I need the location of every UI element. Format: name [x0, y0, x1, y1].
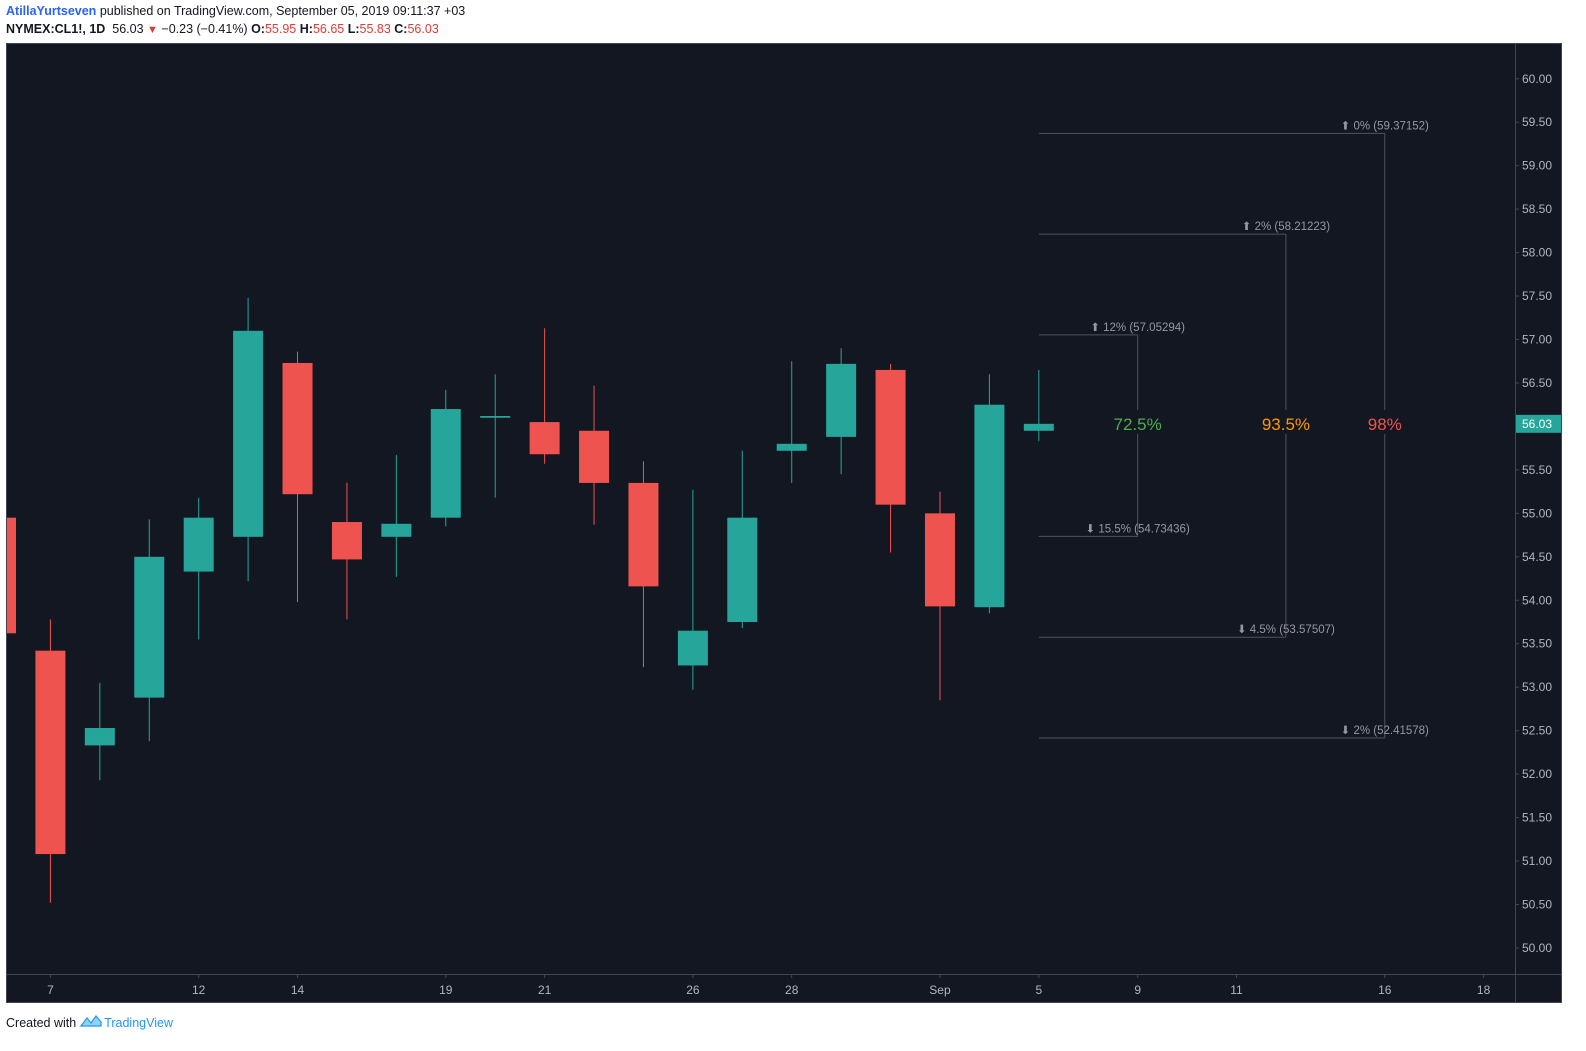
publish-text: published on TradingView.com, September …: [99, 4, 466, 18]
time-axis-label: 12: [192, 983, 206, 997]
tradingview-brand[interactable]: TradingView: [104, 1015, 173, 1030]
candle-body: [430, 409, 461, 518]
time-axis-label: 21: [538, 983, 552, 997]
candle-body: [84, 728, 115, 746]
price-axis-label: 51.00: [1522, 854, 1552, 868]
cone-upper-label: ⬆ 2% (58.21223): [1242, 220, 1330, 233]
price-axis-label: 54.00: [1522, 593, 1552, 607]
candle-body: [381, 523, 412, 537]
candle-body: [282, 362, 313, 495]
candle-body: [134, 556, 165, 698]
cone-lower-label: ⬇ 4.5% (53.57507): [1237, 624, 1335, 636]
candle-body: [183, 517, 214, 572]
candle-body: [7, 517, 16, 634]
price-axis-label: 50.00: [1522, 941, 1552, 955]
time-axis-label: 28: [785, 983, 799, 997]
author-link[interactable]: AtillaYurtseven: [6, 4, 97, 18]
candle-body: [1023, 423, 1054, 431]
time-axis-label: 26: [686, 983, 700, 997]
candle-body: [628, 482, 659, 587]
price-chart[interactable]: 50.00 50.50 51.00 51.50 52.00 52.50 53.00 53.50…: [7, 44, 1561, 1002]
price-axis-label: 55.50: [1522, 463, 1552, 477]
low-value: 55.83: [359, 22, 391, 36]
price-axis-label: 53.00: [1522, 680, 1552, 694]
price-axis-label: 57.00: [1522, 333, 1552, 347]
open-label: O:: [251, 22, 265, 36]
candle-body: [974, 404, 1005, 608]
cone-lower-label: ⬇ 2% (52.41578): [1341, 725, 1429, 737]
price-axis-label: 52.50: [1522, 724, 1552, 738]
open-value: 55.95: [264, 22, 297, 36]
ohlc-legend: NYMEX:CL1!, 1D 56.03 ▼ −0.23 (−0.41%) O:…: [6, 22, 439, 36]
last-price-badge: [1516, 414, 1561, 433]
price-axis-label: 58.50: [1522, 202, 1552, 216]
candle-body: [677, 630, 708, 666]
price-axis-label: 52.00: [1522, 767, 1552, 781]
chart-background: [7, 44, 1561, 1002]
last-price-badge-label: 56.03: [1522, 417, 1552, 431]
cone-probability-label: 93.5%: [1262, 415, 1310, 434]
time-axis-label: 9: [1134, 983, 1141, 997]
cone-upper-label: ⬆ 12% (57.05294): [1090, 321, 1185, 334]
candle-body: [35, 650, 66, 855]
price-axis-label: 50.50: [1522, 897, 1552, 911]
time-axis-label: Sep: [929, 983, 951, 997]
price-axis-label: 59.00: [1522, 159, 1552, 173]
cone-probability-label: 98%: [1368, 415, 1402, 434]
candle-body: [331, 522, 362, 560]
high-label: H:: [299, 22, 313, 36]
candle-body: [776, 443, 807, 451]
time-axis-label: 7: [47, 983, 54, 997]
change-text: −0.23 (−0.41%): [161, 22, 248, 36]
candle-body: [727, 517, 758, 622]
time-axis-label: 16: [1378, 983, 1392, 997]
cone-upper-label: ⬆ 0% (59.37152): [1341, 119, 1429, 132]
tradingview-logo-icon: [79, 1014, 102, 1031]
price-axis-label: 55.00: [1522, 506, 1552, 520]
time-axis-label: 18: [1477, 983, 1491, 997]
price-axis-label: 57.50: [1522, 289, 1552, 303]
time-axis-label: 11: [1230, 983, 1243, 997]
high-value: 56.65: [312, 22, 345, 36]
candle-body: [233, 330, 264, 537]
price-axis-label: 53.50: [1522, 637, 1552, 651]
candle-body: [480, 416, 511, 418]
candle-body: [579, 430, 610, 483]
cone-lower-label: ⬇ 15.5% (54.73436): [1086, 523, 1190, 535]
candle-body: [875, 369, 906, 505]
last-price-text: 56.03: [112, 22, 144, 36]
candle-body: [924, 513, 955, 607]
cone-probability-label: 72.5%: [1114, 415, 1162, 434]
symbol-label: NYMEX:CL1!, 1D: [6, 22, 106, 36]
price-axis-label: 58.00: [1522, 246, 1552, 260]
price-axis-label: 59.50: [1522, 115, 1552, 129]
candle-body: [529, 422, 560, 455]
created-with-text: Created with: [6, 1015, 77, 1030]
close-value: 56.03: [407, 22, 439, 36]
chart-frame[interactable]: 50.00 50.50 51.00 51.50 52.00 52.50 53.00 53.50…: [6, 43, 1562, 1003]
time-axis-label: 5: [1035, 983, 1042, 997]
price-axis-label: 54.50: [1522, 550, 1552, 564]
publish-info: AtillaYurtseven published on TradingView…: [6, 4, 465, 18]
down-triangle-icon: ▼: [147, 24, 158, 36]
time-axis-label: 14: [291, 983, 305, 997]
footer: Created with TradingView: [6, 1014, 173, 1031]
time-axis-label: 19: [439, 983, 453, 997]
candle-body: [826, 363, 857, 437]
price-axis-label: 56.50: [1522, 376, 1552, 390]
price-axis-label: 60.00: [1522, 72, 1552, 86]
price-axis-label: 51.50: [1522, 811, 1552, 825]
close-label: C:: [394, 22, 408, 36]
low-label: L:: [347, 22, 360, 36]
